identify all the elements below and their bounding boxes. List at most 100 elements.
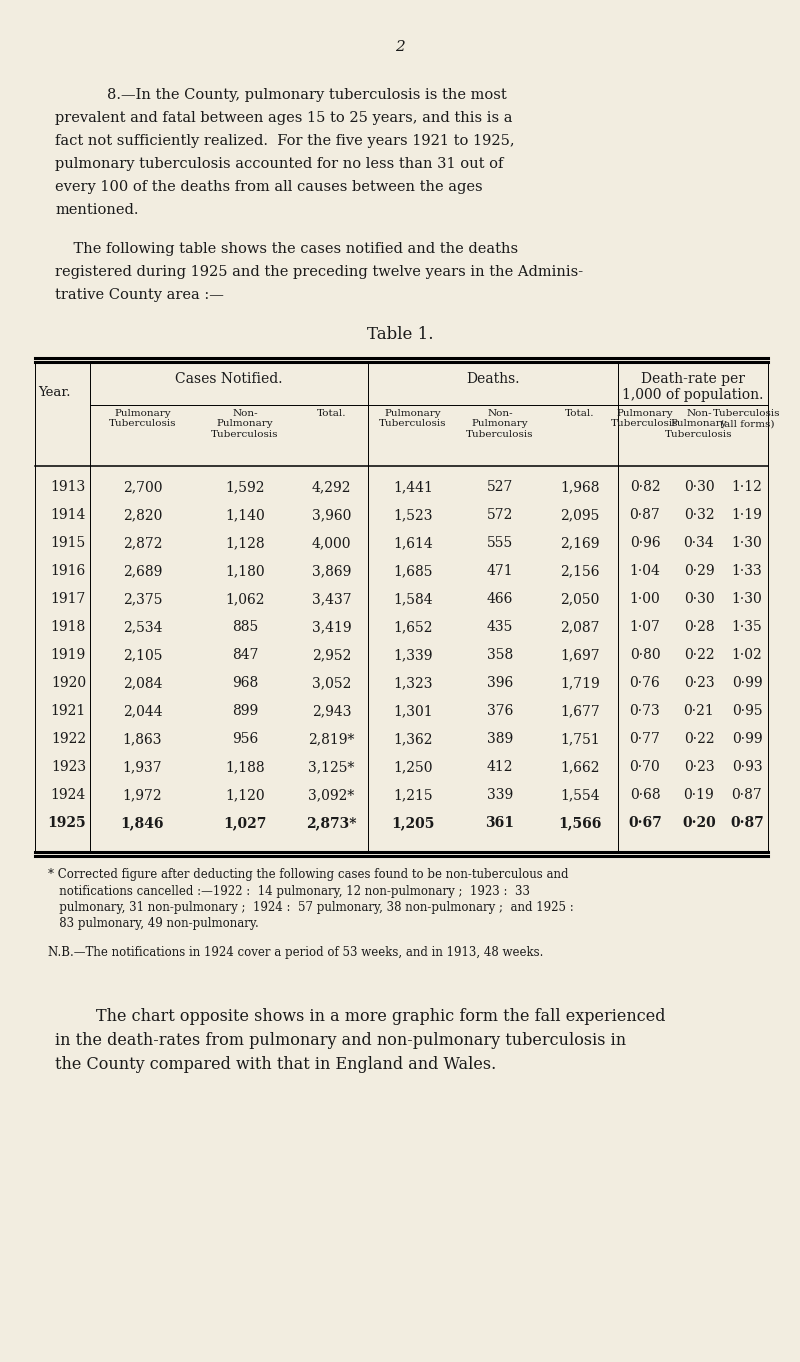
Text: 3,960: 3,960 <box>312 508 351 522</box>
Text: 1·19: 1·19 <box>731 508 762 522</box>
Text: 1921: 1921 <box>50 704 86 718</box>
Text: 396: 396 <box>487 676 513 691</box>
Text: 3,419: 3,419 <box>312 620 351 633</box>
Text: 1·30: 1·30 <box>732 537 762 550</box>
Text: 1,584: 1,584 <box>393 592 433 606</box>
Text: 2: 2 <box>395 39 405 54</box>
Text: the County compared with that in England and Wales.: the County compared with that in England… <box>55 1056 496 1073</box>
Text: 1924: 1924 <box>50 789 86 802</box>
Text: 0·77: 0·77 <box>630 731 661 746</box>
Text: 0·99: 0·99 <box>732 676 762 691</box>
Text: 0·34: 0·34 <box>684 537 714 550</box>
Text: 0·68: 0·68 <box>630 789 660 802</box>
Text: 1913: 1913 <box>50 479 86 494</box>
Text: pulmonary, 31 non-pulmonary ;  1924 :  57 pulmonary, 38 non-pulmonary ;  and 192: pulmonary, 31 non-pulmonary ; 1924 : 57 … <box>48 902 574 914</box>
Text: 572: 572 <box>487 508 513 522</box>
Text: 1,205: 1,205 <box>391 816 434 829</box>
Text: 1,614: 1,614 <box>393 537 433 550</box>
Text: prevalent and fatal between ages 15 to 25 years, and this is a: prevalent and fatal between ages 15 to 2… <box>55 110 513 125</box>
Text: 527: 527 <box>487 479 513 494</box>
Text: 1,180: 1,180 <box>225 564 265 577</box>
Text: Year.: Year. <box>38 385 70 399</box>
Text: Deaths.: Deaths. <box>466 372 520 385</box>
Text: 1·12: 1·12 <box>731 479 762 494</box>
Text: notifications cancelled :—1922 :  14 pulmonary, 12 non-pulmonary ;  1923 :  33: notifications cancelled :—1922 : 14 pulm… <box>48 884 530 898</box>
Text: 1923: 1923 <box>51 760 86 774</box>
Text: 0·23: 0·23 <box>684 760 714 774</box>
Text: 83 pulmonary, 49 non-pulmonary.: 83 pulmonary, 49 non-pulmonary. <box>48 918 258 930</box>
Text: 0·82: 0·82 <box>630 479 660 494</box>
Text: 1,685: 1,685 <box>394 564 433 577</box>
Text: 2,087: 2,087 <box>560 620 600 633</box>
Text: 1,697: 1,697 <box>560 648 600 662</box>
Text: 0·30: 0·30 <box>684 479 714 494</box>
Text: 1,592: 1,592 <box>226 479 265 494</box>
Text: 0·28: 0·28 <box>684 620 714 633</box>
Text: Death-rate per
1,000 of population.: Death-rate per 1,000 of population. <box>622 372 764 402</box>
Text: Total.: Total. <box>317 409 346 418</box>
Text: 1917: 1917 <box>50 592 86 606</box>
Text: 3,437: 3,437 <box>312 592 351 606</box>
Text: 1,719: 1,719 <box>560 676 600 691</box>
Text: 339: 339 <box>487 789 513 802</box>
Text: 389: 389 <box>487 731 513 746</box>
Text: 412: 412 <box>486 760 514 774</box>
Text: 0·32: 0·32 <box>684 508 714 522</box>
Text: 1·00: 1·00 <box>630 592 660 606</box>
Text: 2,044: 2,044 <box>122 704 162 718</box>
Text: 1,652: 1,652 <box>394 620 433 633</box>
Text: 1,554: 1,554 <box>560 789 600 802</box>
Text: 1,523: 1,523 <box>394 508 433 522</box>
Text: 376: 376 <box>487 704 513 718</box>
Text: 1,566: 1,566 <box>558 816 602 829</box>
Text: 435: 435 <box>487 620 513 633</box>
Text: in the death-rates from pulmonary and non-pulmonary tuberculosis in: in the death-rates from pulmonary and no… <box>55 1032 626 1049</box>
Text: 2,156: 2,156 <box>560 564 600 577</box>
Text: 0·95: 0·95 <box>732 704 762 718</box>
Text: 956: 956 <box>232 731 258 746</box>
Text: 2,820: 2,820 <box>123 508 162 522</box>
Text: 0·22: 0·22 <box>684 731 714 746</box>
Text: 1,662: 1,662 <box>560 760 600 774</box>
Text: * Corrected figure after deducting the following cases found to be non-tuberculo: * Corrected figure after deducting the f… <box>48 868 569 881</box>
Text: 1·30: 1·30 <box>732 592 762 606</box>
Text: 0·76: 0·76 <box>630 676 660 691</box>
Text: 0·30: 0·30 <box>684 592 714 606</box>
Text: 1,215: 1,215 <box>393 789 433 802</box>
Text: 1,677: 1,677 <box>560 704 600 718</box>
Text: Pulmonary
Tuberculosis: Pulmonary Tuberculosis <box>611 409 678 429</box>
Text: every 100 of the deaths from all causes between the ages: every 100 of the deaths from all causes … <box>55 180 482 193</box>
Text: 899: 899 <box>232 704 258 718</box>
Text: 2,700: 2,700 <box>122 479 162 494</box>
Text: 1,751: 1,751 <box>560 731 600 746</box>
Text: 1,120: 1,120 <box>225 789 265 802</box>
Text: Non-
Pulmonary
Tuberculosis: Non- Pulmonary Tuberculosis <box>666 409 733 439</box>
Text: 2,872: 2,872 <box>122 537 162 550</box>
Text: 8.—In the County, pulmonary tuberculosis is the most: 8.—In the County, pulmonary tuberculosis… <box>70 89 506 102</box>
Text: 0·70: 0·70 <box>630 760 660 774</box>
Text: 2,952: 2,952 <box>312 648 351 662</box>
Text: Cases Notified.: Cases Notified. <box>175 372 282 385</box>
Text: 0·73: 0·73 <box>630 704 660 718</box>
Text: 1925: 1925 <box>47 816 86 829</box>
Text: 1,846: 1,846 <box>121 816 164 829</box>
Text: registered during 1925 and the preceding twelve years in the Adminis-: registered during 1925 and the preceding… <box>55 266 583 279</box>
Text: 1,863: 1,863 <box>122 731 162 746</box>
Text: 847: 847 <box>232 648 258 662</box>
Text: Non-
Pulmonary
Tuberculosis: Non- Pulmonary Tuberculosis <box>466 409 534 439</box>
Text: 2,050: 2,050 <box>560 592 600 606</box>
Text: Total.: Total. <box>566 409 594 418</box>
Text: 466: 466 <box>487 592 513 606</box>
Text: 0·80: 0·80 <box>630 648 660 662</box>
Text: 0·23: 0·23 <box>684 676 714 691</box>
Text: 0·22: 0·22 <box>684 648 714 662</box>
Text: 555: 555 <box>487 537 513 550</box>
Text: 0·20: 0·20 <box>682 816 716 829</box>
Text: 1·02: 1·02 <box>732 648 762 662</box>
Text: 1,250: 1,250 <box>394 760 433 774</box>
Text: 0·99: 0·99 <box>732 731 762 746</box>
Text: 2,689: 2,689 <box>123 564 162 577</box>
Text: The chart opposite shows in a more graphic form the fall experienced: The chart opposite shows in a more graph… <box>55 1008 666 1026</box>
Text: 1918: 1918 <box>50 620 86 633</box>
Text: fact not sufficiently realized.  For the five years 1921 to 1925,: fact not sufficiently realized. For the … <box>55 133 514 148</box>
